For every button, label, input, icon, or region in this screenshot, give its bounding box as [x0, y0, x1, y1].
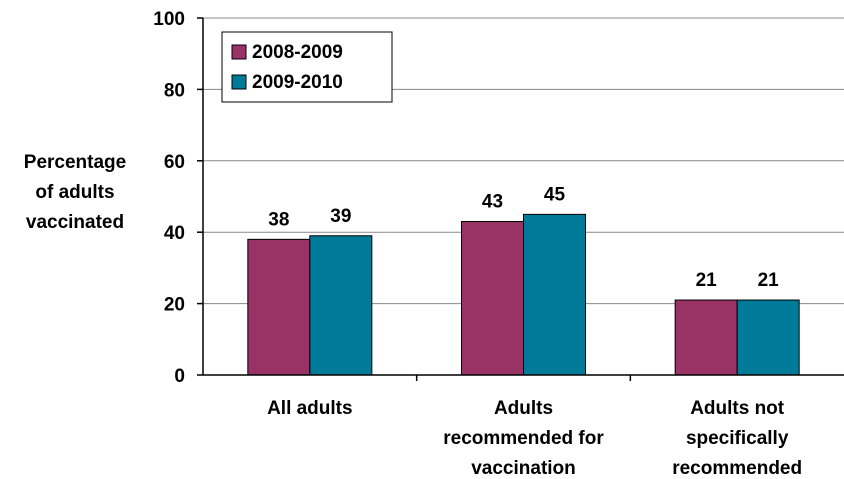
bar-2009-2010-2 [736, 299, 800, 376]
legend-box [221, 31, 393, 103]
y-tick-label-40: 40 [164, 223, 185, 244]
legend: 2008-2009 2009-2010 [221, 31, 393, 103]
data-label-2008-2009-1: 43 [482, 191, 503, 212]
category-label-2-line-0: Adults not [690, 398, 785, 419]
legend-swatch-2009-2010 [231, 74, 247, 90]
data-label-2008-2009-0: 38 [268, 209, 289, 230]
category-label-2-line-2: recommended [672, 458, 802, 479]
y-tick-labels: 0 20 40 60 80 100 [153, 9, 185, 387]
category-label-0-line-0: All adults [267, 398, 353, 419]
category-label-1-line-2: vaccination [471, 458, 576, 479]
legend-swatch-2008-2009 [231, 44, 247, 60]
category-labels: All adults Adults recommended for vaccinati… [267, 398, 802, 479]
category-label-2-line-1: specifically [686, 428, 789, 449]
data-label-2009-2010-1: 45 [544, 184, 566, 205]
y-tick-label-0: 0 [174, 366, 185, 387]
bar-2009-2010-1 [523, 213, 586, 376]
category-label-1-line-1: recommended for [443, 428, 604, 449]
y-axis-label: Percentage of adults vaccinated [0, 148, 150, 238]
data-labels: 38 39 43 45 21 21 [268, 184, 779, 291]
bars [247, 213, 800, 376]
y-axis-label-line-3: vaccinated [25, 212, 125, 233]
bar-2009-2010-0 [309, 235, 373, 376]
y-tick-label-20: 20 [164, 295, 185, 316]
y-tick-label-60: 60 [164, 152, 185, 173]
legend-label-2009-2010: 2009-2010 [252, 72, 343, 93]
bar-2008-2009-0 [247, 238, 311, 376]
y-axis-label-line-1: Percentage [23, 152, 127, 173]
bar-2008-2009-1 [461, 220, 524, 376]
y-tick-label-100: 100 [153, 9, 185, 30]
data-label-2008-2009-2: 21 [696, 270, 718, 291]
legend-label-2008-2009: 2008-2009 [252, 42, 343, 63]
data-label-2009-2010-2: 21 [758, 270, 780, 291]
axes [197, 17, 844, 381]
category-label-1-line-0: Adults [494, 398, 553, 419]
y-tick-label-80: 80 [164, 80, 185, 101]
bar-2008-2009-2 [674, 299, 738, 376]
y-axis-label-line-2: of adults [35, 182, 115, 203]
data-label-2009-2010-0: 39 [330, 206, 351, 227]
